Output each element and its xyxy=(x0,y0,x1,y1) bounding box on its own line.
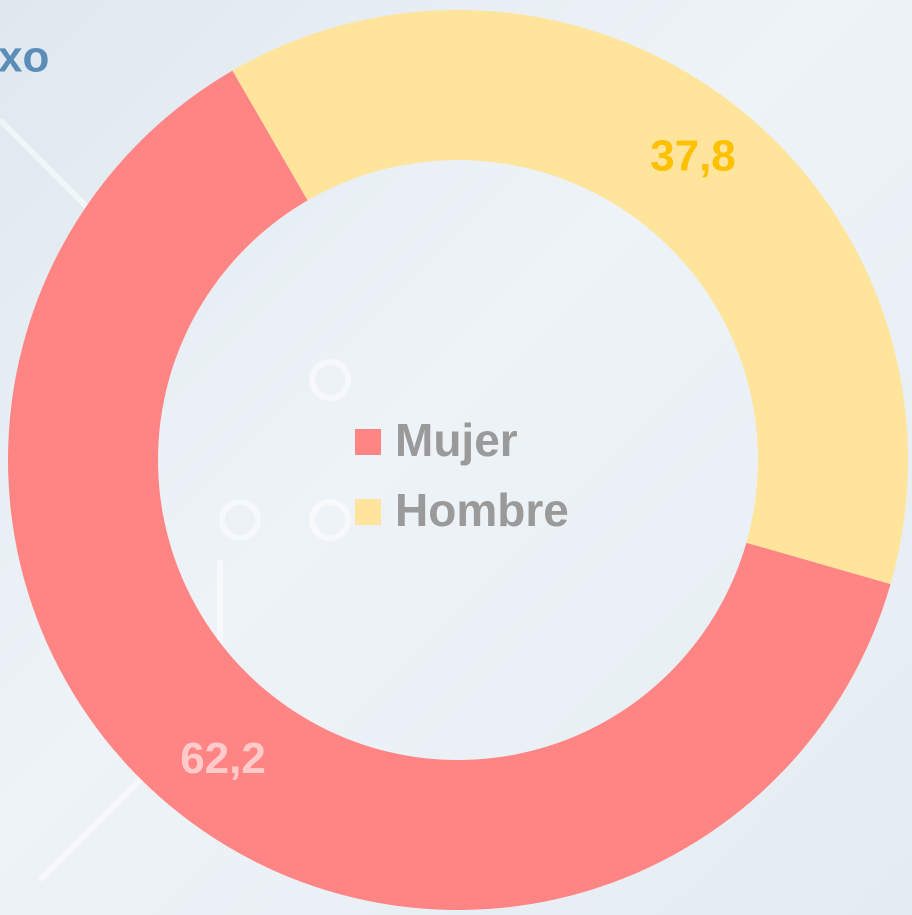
value-label: 62,2 xyxy=(180,734,266,783)
circuit-node xyxy=(309,359,351,401)
circuit-node xyxy=(309,499,351,541)
donut-slice xyxy=(7,70,891,911)
legend-swatch xyxy=(355,499,381,525)
circuit-node xyxy=(219,499,261,541)
value-label: 37,8 xyxy=(650,131,736,180)
legend-label: Hombre xyxy=(395,484,569,536)
legend-label: Mujer xyxy=(395,414,518,466)
legend-swatch xyxy=(355,429,381,455)
donut-slice xyxy=(232,10,909,585)
chart-title: xo xyxy=(0,33,49,82)
